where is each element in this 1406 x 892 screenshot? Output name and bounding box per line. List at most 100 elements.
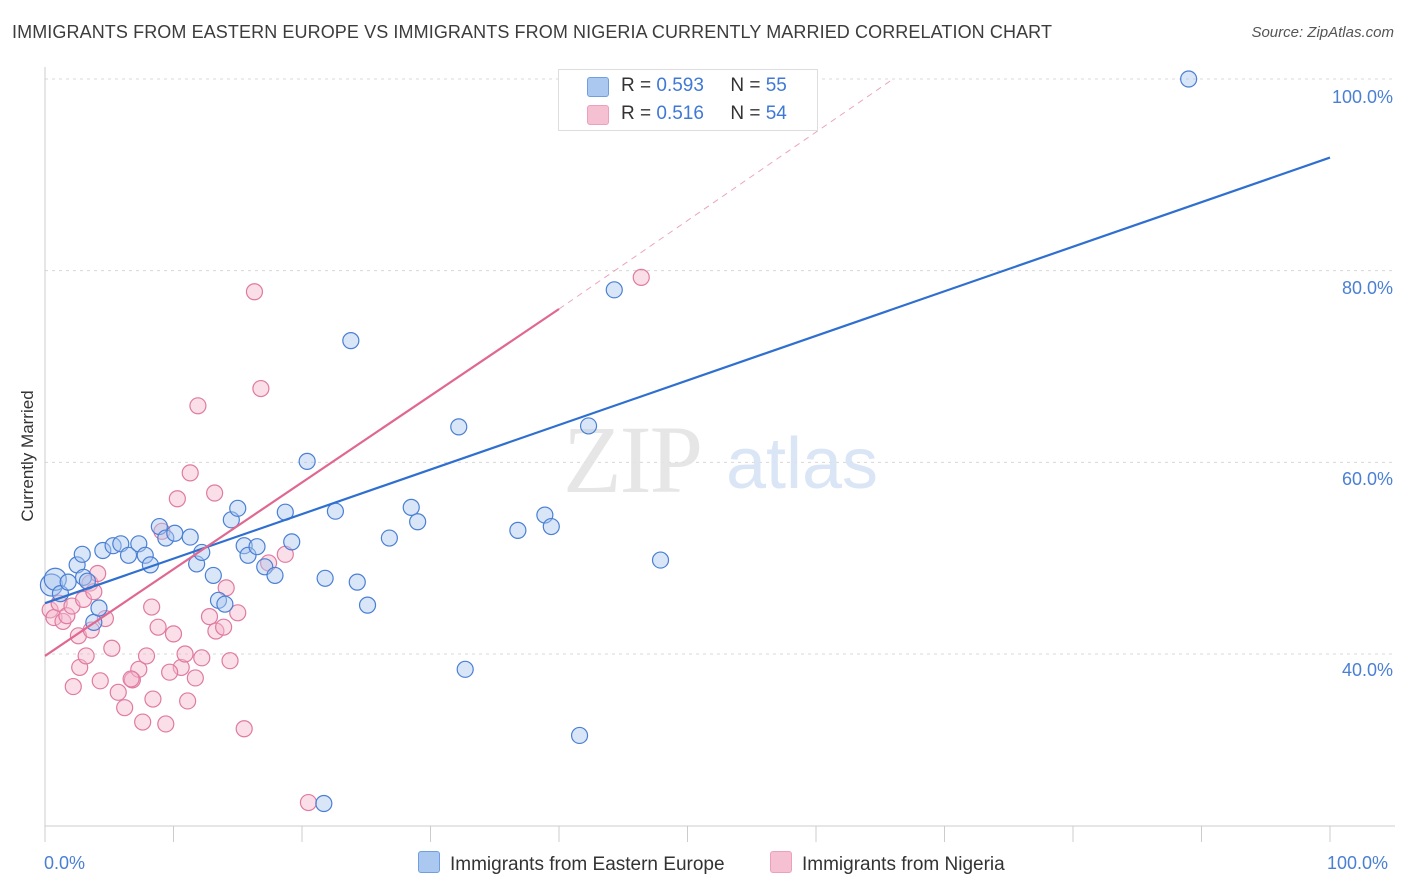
y-tick-label-60: 60.0% — [1341, 469, 1393, 489]
data-point — [103, 639, 121, 657]
source-credit: Source: ZipAtlas.com — [1251, 24, 1394, 41]
data-point — [77, 647, 95, 665]
data-point — [186, 669, 204, 687]
n-value-pink: 54 — [765, 103, 787, 124]
chart-title: IMMIGRANTS FROM EASTERN EUROPE VS IMMIGR… — [12, 22, 1053, 42]
data-point — [245, 283, 264, 301]
data-point — [59, 573, 77, 591]
legend-swatch-blue — [418, 851, 440, 873]
r-label: R = — [621, 75, 652, 96]
data-point — [122, 670, 140, 688]
data-point — [58, 607, 76, 625]
legend-swatch-pink — [770, 851, 792, 873]
data-point — [235, 537, 253, 555]
y-tick-label-40: 40.0% — [1341, 660, 1393, 680]
series-nigeria-points — [41, 268, 650, 812]
data-point — [181, 464, 199, 482]
data-point — [200, 608, 219, 626]
data-point — [229, 499, 247, 517]
r-value-pink: 0.516 — [656, 103, 704, 124]
data-point — [119, 546, 138, 564]
data-point — [409, 513, 427, 531]
data-point — [157, 715, 175, 733]
trend-line-eastern-europe — [44, 156, 1331, 605]
data-point — [450, 418, 468, 436]
x-tick-label-min: 0.0% — [44, 853, 86, 873]
watermark-zip: ZIP — [563, 406, 701, 513]
data-point — [326, 502, 345, 520]
data-point — [509, 521, 527, 539]
y-tick-label-80: 80.0% — [1341, 278, 1393, 298]
grid-lines — [45, 78, 1395, 655]
trend-lines — [44, 78, 1331, 657]
n-value-blue: 55 — [765, 75, 787, 96]
data-point — [215, 618, 233, 636]
data-point — [456, 660, 474, 678]
data-point — [229, 604, 247, 622]
data-point — [380, 529, 398, 547]
blue-swatch — [587, 77, 609, 97]
r-label: R = — [621, 103, 652, 124]
data-point — [299, 793, 318, 812]
data-point — [266, 566, 284, 585]
pink-swatch — [587, 105, 609, 125]
data-point — [164, 625, 183, 643]
data-point — [189, 397, 207, 415]
data-point — [651, 551, 670, 569]
data-point — [116, 699, 134, 717]
data-point — [161, 663, 179, 681]
data-point — [579, 417, 598, 435]
data-point — [342, 332, 360, 350]
stats-legend-box: R = 0.593 N = 55 R = 0.516 N = 54 — [558, 69, 818, 131]
data-point — [402, 498, 420, 516]
data-point — [109, 683, 127, 701]
data-point — [144, 690, 162, 708]
data-point — [143, 598, 161, 616]
data-point — [239, 546, 257, 564]
axes — [44, 67, 1395, 842]
data-point — [166, 524, 184, 542]
data-point — [542, 517, 560, 536]
data-point — [204, 566, 222, 585]
data-point — [632, 268, 650, 286]
data-point — [149, 618, 167, 636]
legend-label-eastern-europe: Immigrants from Eastern Europe — [450, 854, 725, 875]
data-point — [283, 533, 301, 551]
data-point — [216, 595, 234, 613]
watermark-atlas: atlas — [726, 424, 878, 504]
data-point — [358, 596, 377, 614]
data-point — [157, 529, 175, 547]
legend-item-eastern-europe[interactable]: Immigrants from Eastern Europe — [418, 851, 725, 876]
data-point — [298, 452, 316, 470]
data-point — [91, 672, 109, 690]
n-label: N = — [730, 103, 761, 124]
data-point — [315, 794, 333, 813]
data-point — [605, 281, 623, 299]
data-point — [252, 379, 270, 398]
data-point — [248, 538, 266, 556]
data-point — [94, 541, 112, 560]
data-point — [221, 652, 239, 670]
data-point — [64, 677, 82, 696]
data-point — [123, 671, 141, 689]
data-point — [570, 726, 589, 745]
data-point — [193, 649, 211, 667]
watermark: ZIP atlas — [563, 406, 878, 513]
trend-line-nigeria — [44, 308, 560, 657]
data-point — [136, 546, 154, 564]
data-point — [73, 545, 91, 563]
data-point — [179, 692, 197, 710]
data-point — [348, 573, 366, 591]
trend-line-nigeria-extension — [558, 78, 894, 310]
data-point — [207, 622, 225, 640]
r-value-blue: 0.593 — [656, 75, 704, 96]
data-point — [137, 647, 156, 665]
data-point — [181, 528, 199, 546]
legend-label-nigeria: Immigrants from Nigeria — [802, 854, 1005, 875]
data-point — [90, 599, 108, 617]
data-point — [206, 484, 224, 502]
x-tick-label-max: 100.0% — [1327, 853, 1389, 873]
legend-item-nigeria[interactable]: Immigrants from Nigeria — [770, 851, 1005, 876]
y-tick-label-100: 100.0% — [1331, 87, 1393, 107]
